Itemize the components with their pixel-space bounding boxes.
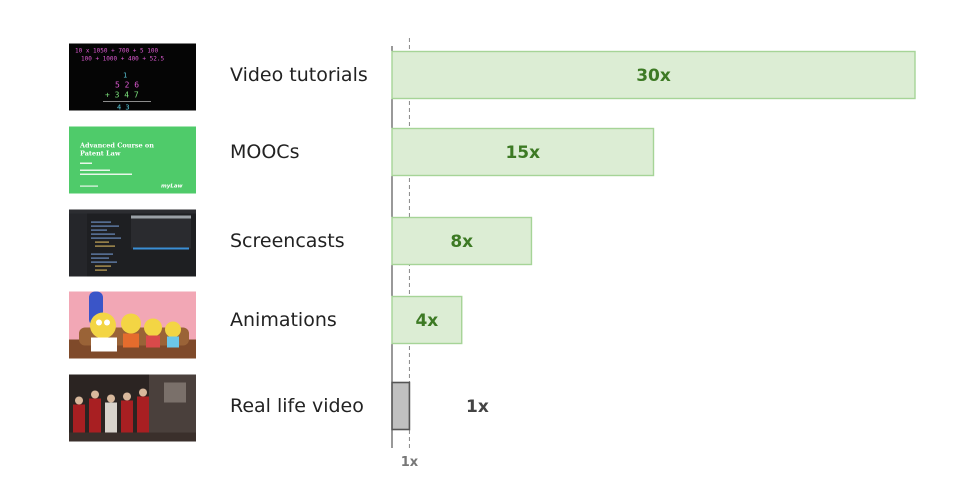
svg-text:myLaw: myLaw (161, 184, 184, 190)
handwritten-math-blackboard-thumbnail: 10 x 1050 + 700 + 5 100 100 + 1000 + 400… (69, 43, 196, 111)
code-editor-screen-thumbnail (69, 209, 196, 277)
reference-line-label: 1x (401, 455, 419, 470)
bar-screencasts (391, 216, 533, 266)
course-slide-thumbnail: Advanced Course on Patent Law myLaw (69, 126, 196, 194)
bar-video-tutorials (391, 50, 916, 100)
svg-text:+ 3 4 7: + 3 4 7 (105, 91, 139, 100)
category-label-real-life-video: Real life video (230, 395, 364, 417)
bar-animations (391, 295, 463, 345)
bar-value-label-screencasts: 8x (450, 232, 473, 252)
svg-text:1: 1 (123, 72, 127, 80)
cartoon-family-thumbnail (69, 291, 196, 359)
svg-text:Patent Law: Patent Law (80, 150, 121, 158)
bar-real-life-video (391, 381, 411, 431)
bar-moocs (391, 127, 655, 177)
category-label-screencasts: Screencasts (230, 230, 345, 252)
category-label-animations: Animations (230, 309, 337, 331)
live-action-film-still-thumbnail (69, 374, 196, 442)
svg-text:100 + 1000 + 400 + 52.5: 100 + 1000 + 400 + 52.5 (81, 56, 164, 63)
svg-text:Advanced Course on: Advanced Course on (79, 142, 154, 150)
bar-value-label-animations: 4x (415, 311, 438, 331)
bar-value-label-moocs: 15x (505, 143, 540, 163)
bar-value-label-video-tutorials: 30x (636, 66, 671, 86)
category-label-video-tutorials: Video tutorials (230, 64, 368, 86)
bar-value-label-real-life-video: 1x (466, 397, 489, 417)
category-label-moocs: MOOCs (230, 141, 300, 163)
svg-text:5 2 6: 5 2 6 (115, 81, 139, 90)
svg-text:4 3: 4 3 (117, 104, 130, 111)
svg-text:10 x 1050 + 700 + 5 100: 10 x 1050 + 700 + 5 100 (75, 48, 158, 55)
